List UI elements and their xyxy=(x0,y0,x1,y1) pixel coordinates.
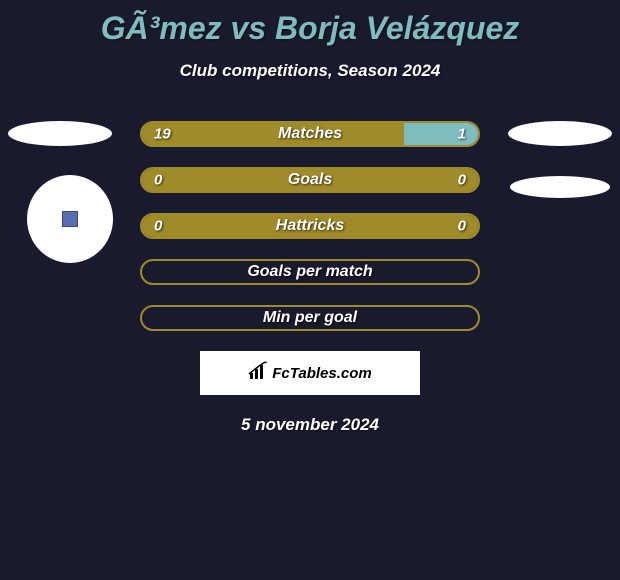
stats-bars: 19 1 Matches 0 0 Goals 0 0 Hattricks Goals per ma… xyxy=(140,121,480,331)
bar-value-left: 0 xyxy=(154,172,162,189)
bar-value-right: 1 xyxy=(458,126,466,143)
chart-icon xyxy=(248,361,270,385)
bar-value-left: 19 xyxy=(154,126,171,143)
player-left-avatar-circle xyxy=(27,175,113,263)
bar-segment-left xyxy=(142,123,404,145)
logo-text: FcTables.com xyxy=(272,365,371,382)
bar-label: Matches xyxy=(278,125,342,143)
player-right-avatar-oval-2 xyxy=(510,176,610,198)
bar-segment-right xyxy=(404,123,478,145)
player-right-avatar-oval xyxy=(508,121,612,146)
stat-bar-min-per-goal: Min per goal xyxy=(140,305,480,331)
stat-bar-goals-per-match: Goals per match xyxy=(140,259,480,285)
page-subtitle: Club competitions, Season 2024 xyxy=(0,61,620,81)
bar-value-right: 0 xyxy=(458,172,466,189)
bar-label: Hattricks xyxy=(276,217,344,235)
bar-label: Goals xyxy=(288,171,332,189)
bar-label: Min per goal xyxy=(263,309,357,327)
date-text: 5 november 2024 xyxy=(0,415,620,435)
player-left-avatar-oval xyxy=(8,121,112,146)
content-area: 19 1 Matches 0 0 Goals 0 0 Hattricks Goals per ma… xyxy=(0,121,620,435)
fctables-logo: FcTables.com xyxy=(200,351,420,395)
stat-bar-hattricks: 0 0 Hattricks xyxy=(140,213,480,239)
avatar-placeholder-icon xyxy=(62,211,78,227)
stat-bar-matches: 19 1 Matches xyxy=(140,121,480,147)
bar-value-left: 0 xyxy=(154,218,162,235)
bar-value-right: 0 xyxy=(458,218,466,235)
bar-label: Goals per match xyxy=(247,263,372,281)
stat-bar-goals: 0 0 Goals xyxy=(140,167,480,193)
page-title: GÃ³mez vs Borja Velázquez xyxy=(0,0,620,47)
